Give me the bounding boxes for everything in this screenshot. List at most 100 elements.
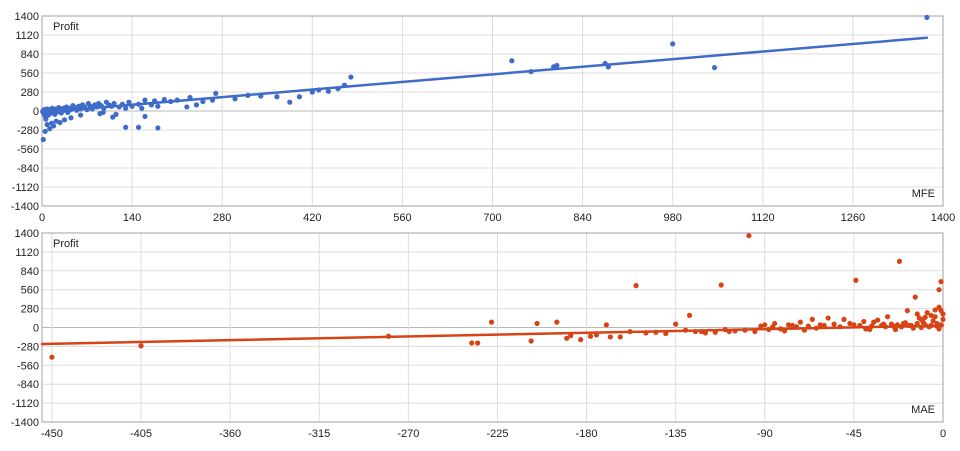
chart2-y-tick-label: 1400 (15, 228, 39, 240)
chart2-data-point (902, 320, 908, 326)
chart1-data-point (126, 99, 132, 105)
chart1-data-point (142, 113, 148, 120)
chart1-y-tick-label: 840 (21, 49, 39, 61)
chart2-data-point (831, 321, 837, 327)
chart2-x-tick-label: -45 (846, 428, 862, 440)
chart1-data-point (100, 109, 106, 115)
chart1-x-tick-label: 560 (393, 212, 411, 224)
chart1-data-point (123, 124, 129, 130)
chart2-data-point (762, 322, 768, 328)
chart1-data-point (123, 105, 129, 111)
chart1-y-tick-label: 0 (33, 106, 39, 118)
chart1-x-tick-label: 1120 (751, 212, 775, 224)
chart1-data-point (47, 126, 53, 132)
chart2-data-point (603, 322, 609, 328)
chart2-data-point (938, 279, 944, 285)
chart2-data-point (758, 323, 764, 329)
chart2-data-point (825, 315, 831, 321)
chart2-trend-line (40, 324, 945, 346)
chart2-data-point (617, 334, 623, 340)
chart1-data-point (142, 97, 148, 103)
chart1-data-point (70, 102, 76, 109)
chart2-data-point (853, 277, 859, 283)
chart1-x-tick-label: 1260 (841, 212, 865, 224)
chart1-data-point (184, 104, 190, 110)
chart1-y-tick-label: -560 (17, 144, 39, 156)
chart2-data-point (861, 318, 867, 325)
chart1-y-axis-label: Profit (53, 21, 79, 33)
chart2-x-tick-label: -315 (308, 428, 330, 440)
chart1-data-point (924, 14, 930, 20)
chart1-data-point (274, 94, 280, 100)
chart2-x-tick-label: -360 (219, 428, 241, 440)
chart2-y-tick-label: 560 (21, 285, 39, 297)
chart2-data-point (914, 311, 920, 317)
chart2-x-tick-label: -225 (486, 428, 508, 440)
chart2-data-point (554, 319, 560, 325)
chart1-x-tick-label: 140 (123, 212, 141, 224)
chart1-x-tick-label: 840 (573, 212, 591, 224)
chart2-data-point (809, 316, 815, 322)
chart1-data-point (50, 123, 57, 129)
chart2-data-point (49, 354, 55, 360)
chart1-y-tick-label: -1400 (11, 201, 39, 213)
chart2-data-point (871, 319, 877, 325)
chart1-y-tick-label: 280 (21, 87, 39, 99)
chart1-x-tick-label: 420 (303, 212, 321, 224)
chart2-data-point (475, 340, 481, 346)
chart2-data-point (940, 316, 946, 322)
chart1-x-tick-label: 0 (39, 212, 45, 224)
chart2-data-point (789, 322, 796, 329)
chart2-data-point (633, 283, 639, 289)
chart1-data-point (296, 94, 303, 100)
chart1-data-point (139, 105, 145, 111)
chart2-data-point (896, 258, 903, 264)
chart1-data-point (110, 114, 116, 120)
chart1-y-tick-label: 1120 (15, 30, 39, 42)
chart2-data-point (718, 282, 724, 288)
chart1-x-tick-label: 1400 (931, 212, 955, 224)
chart2-data-point (564, 335, 570, 341)
chart2-y-tick-label: -1120 (12, 398, 39, 410)
chart2-data-point (924, 310, 930, 316)
chart2-data-point (528, 338, 534, 344)
chart1-data-point (155, 103, 161, 109)
chart1-data-point (43, 116, 49, 122)
chart1-data-point (711, 64, 718, 71)
chart1-data-point (155, 125, 161, 131)
chart2-data-point (587, 333, 594, 339)
chart2-data-point (607, 334, 613, 340)
chart2-x-tick-label: -270 (397, 428, 419, 440)
chart1-data-point (193, 102, 200, 108)
chart1-y-tick-label: -840 (17, 163, 39, 175)
chart1-data-point (287, 99, 293, 105)
chart2-data-point (892, 326, 899, 333)
chart2-data-point (932, 307, 938, 313)
chart2-data-point (785, 322, 792, 328)
chart1-data-point (42, 128, 48, 134)
chart2-data-point (884, 314, 891, 320)
chart1-data-point (348, 74, 354, 80)
chart1-trend-line (40, 36, 929, 114)
chart2-data-point (138, 343, 144, 349)
chart2-data-point (904, 308, 910, 314)
chart2-data-point (912, 294, 918, 300)
chart2-x-tick-label: 0 (940, 428, 946, 440)
chart1-data-point (509, 58, 515, 64)
chart1-y-tick-label: 1400 (15, 11, 39, 23)
chart2-data-point (928, 312, 934, 318)
chart1-x-axis-label: MFE (912, 188, 935, 200)
chart2-y-axis-label: Profit (53, 238, 79, 250)
chart1-data-point (57, 119, 63, 126)
chart2-x-tick-label: -450 (41, 428, 63, 440)
chart2-data-point (847, 320, 853, 327)
chart1-data-point (78, 112, 84, 118)
chart1-data-point (103, 99, 109, 105)
chart2-x-tick-label: -180 (576, 428, 598, 440)
chart2-data-point (578, 337, 584, 343)
chart2-y-tick-label: 0 (33, 323, 39, 335)
chart1-data-point (92, 102, 98, 108)
chart2-x-tick-label: -405 (130, 428, 152, 440)
